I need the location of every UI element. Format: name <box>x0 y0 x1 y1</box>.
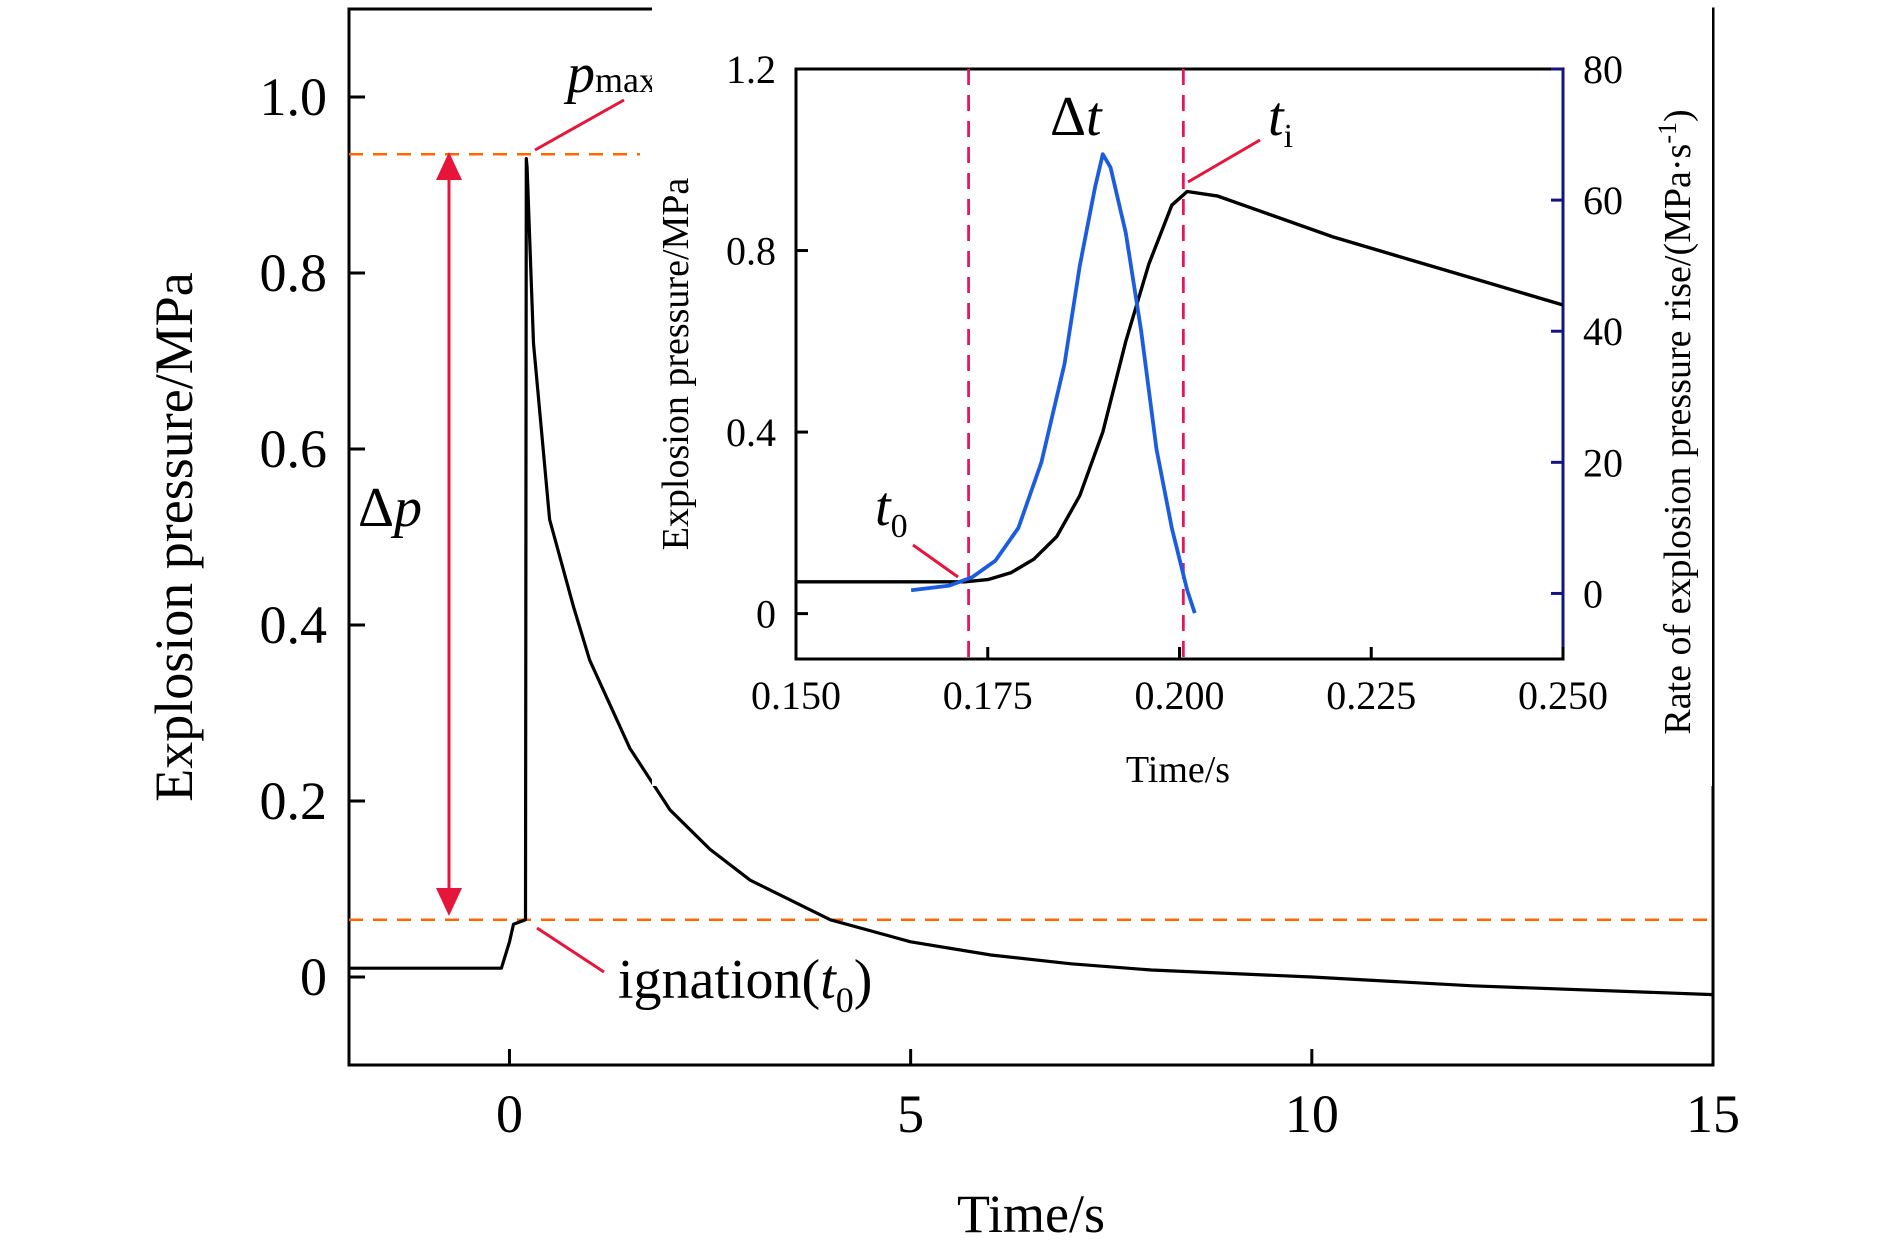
inset-x-axis-title: Time/s <box>1126 749 1230 791</box>
main-x-axis-title: Time/s <box>957 1184 1105 1244</box>
inset-x-tick-label: 0.175 <box>943 673 1033 718</box>
main-chart: 0 5 10 15 0 0.2 0.4 0.6 0.8 1.0 Time/s Explosion… <box>144 7 1740 1244</box>
inset-reference-lines <box>967 69 1185 659</box>
inset-y2-tick-label: 80 <box>1583 47 1623 92</box>
main-series-group <box>349 157 1714 997</box>
ignition-leader-line <box>536 926 605 974</box>
ignition-label: ignation(t0) <box>618 949 872 1020</box>
inset-y2-tick-label: 20 <box>1583 440 1623 485</box>
inset-y-axis-title: Explosion pressure/MPa <box>655 178 697 551</box>
inset-series-group <box>796 152 1564 614</box>
main-y-tick-label: 0.4 <box>260 595 328 655</box>
inset-x-ticks: 0.150 0.175 0.200 0.225 0.250 <box>751 647 1608 718</box>
pressure-curve-inset <box>796 189 1564 584</box>
t0-leader-line <box>912 543 959 579</box>
main-x-tick-label: 5 <box>897 1084 924 1144</box>
inset-y2-tick-label: 0 <box>1583 571 1603 616</box>
inset-y-tick-label: 0 <box>756 592 776 637</box>
main-y-tick-label: 0 <box>300 947 327 1007</box>
delta-p-label: Δp <box>358 477 422 539</box>
inset-x-tick-label: 0.200 <box>1135 673 1225 718</box>
inset-y2-tick-label: 60 <box>1583 178 1623 223</box>
main-reference-lines <box>349 152 1713 922</box>
main-y-ticks: 0 0.2 0.4 0.6 0.8 1.0 <box>260 67 365 1007</box>
pmax-label: pmax <box>563 43 657 105</box>
delta-p-arrow <box>436 152 462 916</box>
main-y-tick-label: 0.8 <box>260 243 328 303</box>
inset-x-tick-label: 0.250 <box>1518 673 1608 718</box>
pmax-leader-line <box>534 98 625 152</box>
pressure-rise-rate-curve <box>910 152 1197 614</box>
pressure-curve-main <box>349 157 1714 997</box>
inset-y-tick-label: 0.8 <box>726 229 776 274</box>
inset-y2-axis-title: Rate of explosion pressure rise/(MPa·s-1… <box>1653 109 1699 734</box>
main-y-axis-title: Explosion pressure/MPa <box>144 272 204 801</box>
t0-label: t0 <box>875 476 908 545</box>
main-x-ticks: 0 5 10 15 <box>496 1049 1740 1144</box>
inset-y2-tick-label: 40 <box>1583 309 1623 354</box>
main-x-tick-label: 15 <box>1686 1084 1740 1144</box>
inset-x-tick-label: 0.225 <box>1326 673 1416 718</box>
delta-t-label: Δt <box>1050 86 1103 148</box>
main-y-tick-label: 0.6 <box>260 419 328 479</box>
inset-chart: 0.150 0.175 0.200 0.225 0.250 0 0.4 0.8 1.2 0 20… <box>652 6 1712 791</box>
ti-label: ti <box>1268 86 1293 155</box>
main-x-tick-label: 10 <box>1285 1084 1339 1144</box>
main-y-tick-label: 1.0 <box>260 67 328 127</box>
inset-y2-ticks: 0 20 40 60 80 <box>1551 47 1623 616</box>
inset-y-ticks: 0 0.4 0.8 1.2 <box>726 47 808 637</box>
inset-y-tick-label: 1.2 <box>726 47 776 92</box>
ti-leader-line <box>1187 138 1261 184</box>
inset-x-tick-label: 0.150 <box>751 673 841 718</box>
main-x-tick-label: 0 <box>496 1084 523 1144</box>
inset-y-tick-label: 0.4 <box>726 410 776 455</box>
main-y-tick-label: 0.2 <box>260 771 328 831</box>
